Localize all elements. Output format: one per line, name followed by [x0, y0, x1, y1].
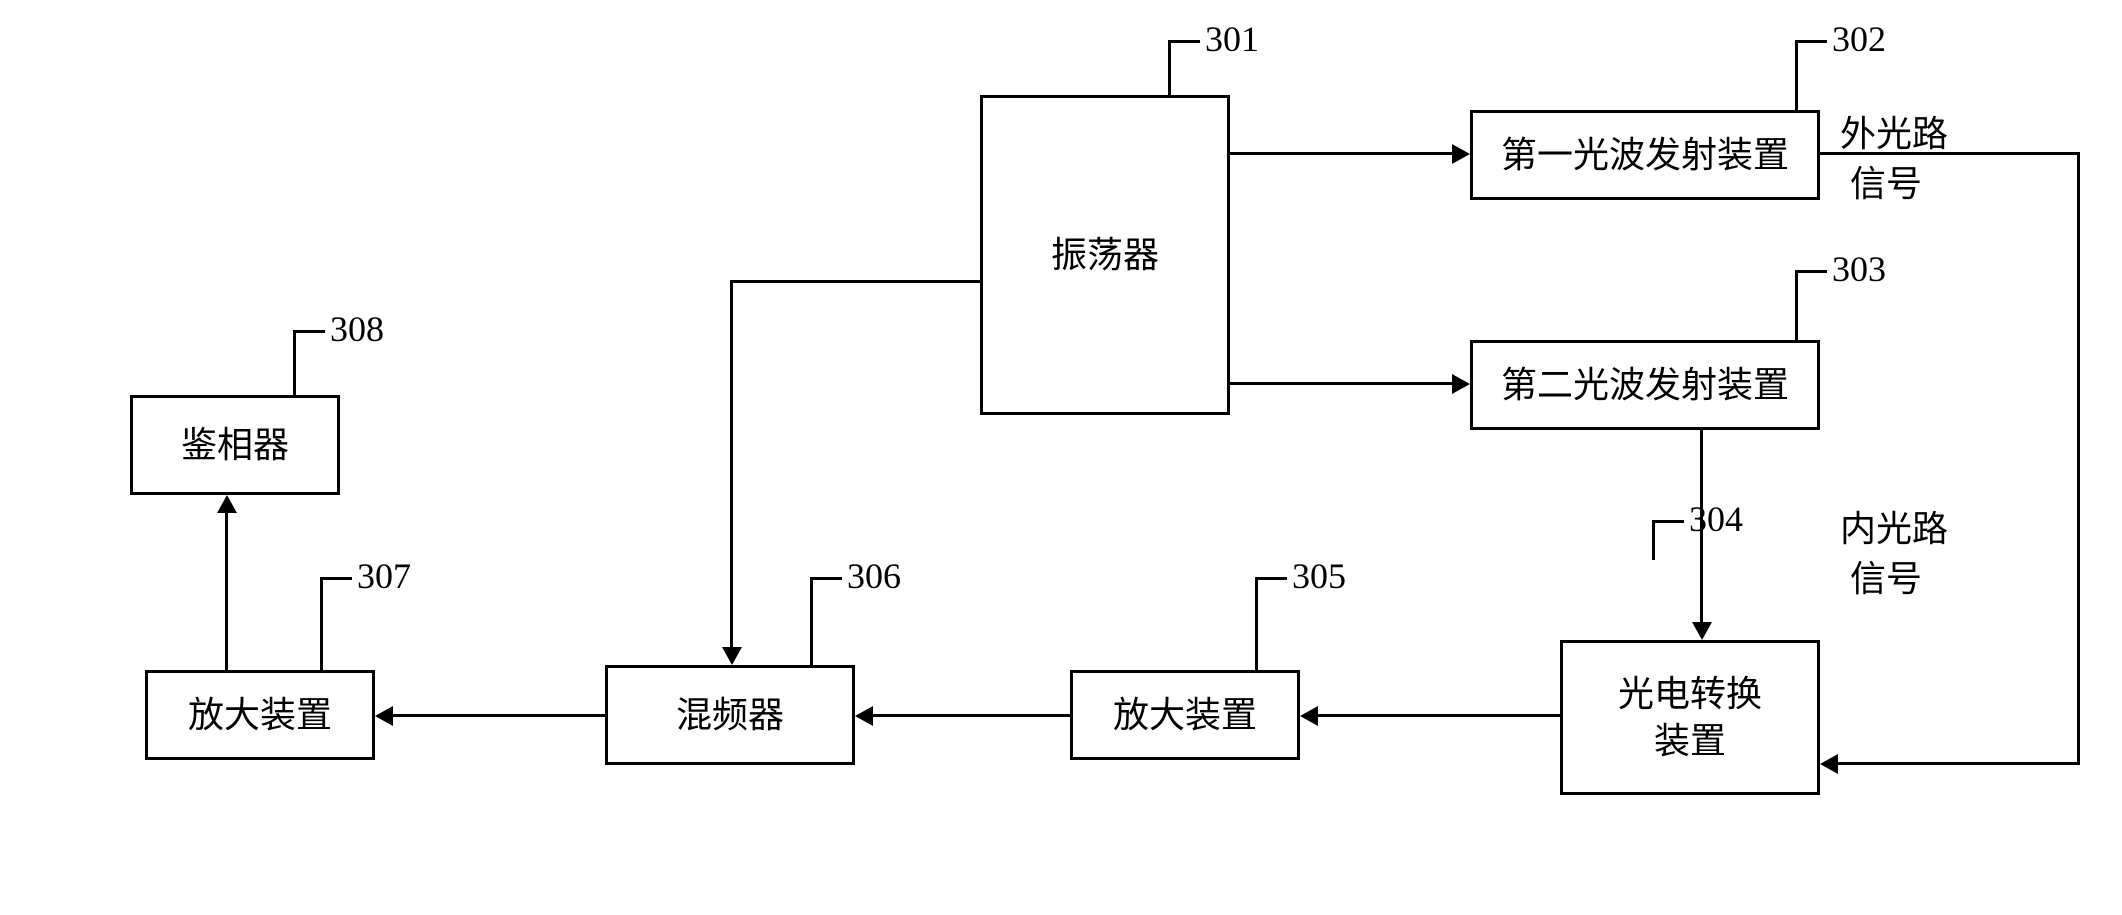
arrowhead-icon [1692, 622, 1712, 640]
node-emitter1-label: 第一光波发射装置 [1501, 132, 1789, 179]
callout-line [1652, 520, 1655, 560]
callout-308: 308 [330, 308, 384, 350]
callout-line [1652, 520, 1684, 523]
node-detector: 鉴相器 [130, 395, 340, 495]
edge-em1-opto-v [2077, 152, 2080, 765]
node-mixer: 混频器 [605, 665, 855, 765]
callout-306: 306 [847, 555, 901, 597]
callout-305: 305 [1292, 555, 1346, 597]
callout-line [1795, 270, 1827, 273]
callout-301: 301 [1205, 18, 1259, 60]
callout-line [1255, 577, 1258, 670]
edge-em1-opto-h2 [1838, 762, 2080, 765]
edge-osc-mixer-h [730, 280, 980, 283]
edge-amp1-mixer [873, 714, 1070, 717]
edge-em2-opto [1700, 430, 1703, 622]
callout-line [320, 577, 323, 670]
node-emitter2: 第二光波发射装置 [1470, 340, 1820, 430]
node-oscillator-label: 振荡器 [1051, 232, 1159, 279]
node-detector-label: 鉴相器 [181, 422, 289, 469]
edge-osc-em1 [1230, 152, 1452, 155]
arrowhead-icon [1820, 754, 1838, 774]
node-emitter1: 第一光波发射装置 [1470, 110, 1820, 200]
callout-line [320, 577, 352, 580]
arrowhead-icon [1300, 706, 1318, 726]
callout-line [293, 330, 325, 333]
label-external-signal: 外光路 [1840, 105, 1948, 157]
callout-303: 303 [1832, 248, 1886, 290]
edge-amp2-detector [225, 513, 228, 670]
callout-line [1168, 40, 1171, 95]
callout-307: 307 [357, 555, 411, 597]
node-oscillator: 振荡器 [980, 95, 1230, 415]
arrowhead-icon [217, 495, 237, 513]
node-amp2-label: 放大装置 [188, 692, 332, 739]
label-external-signal2: 信号 [1850, 155, 1922, 207]
node-mixer-label: 混频器 [676, 692, 784, 739]
node-opto: 光电转换 装置 [1560, 640, 1820, 795]
callout-line [1795, 40, 1827, 43]
diagram-canvas: 振荡器 301 第一光波发射装置 302 第二光波发射装置 303 光电转换 装… [0, 0, 2122, 915]
edge-osc-em2 [1230, 382, 1452, 385]
callout-line [810, 577, 813, 665]
node-emitter2-label: 第二光波发射装置 [1501, 362, 1789, 409]
callout-line [1795, 270, 1798, 340]
node-amp1-label: 放大装置 [1113, 692, 1257, 739]
callout-line [293, 330, 296, 395]
callout-line [1168, 40, 1200, 43]
arrowhead-icon [375, 706, 393, 726]
node-amp2: 放大装置 [145, 670, 375, 760]
arrowhead-icon [722, 647, 742, 665]
callout-302: 302 [1832, 18, 1886, 60]
arrowhead-icon [855, 706, 873, 726]
arrowhead-icon [1452, 144, 1470, 164]
label-internal-signal2: 信号 [1850, 550, 1922, 602]
edge-mixer-amp2 [393, 714, 605, 717]
edge-osc-mixer-v [730, 280, 733, 647]
label-internal-signal: 内光路 [1840, 500, 1948, 552]
edge-opto-amp1 [1318, 714, 1560, 717]
callout-line [1795, 40, 1798, 110]
callout-304: 304 [1689, 498, 1743, 540]
callout-line [1255, 577, 1287, 580]
node-opto-label: 光电转换 装置 [1618, 671, 1762, 765]
arrowhead-icon [1452, 374, 1470, 394]
callout-line [810, 577, 842, 580]
node-amp1: 放大装置 [1070, 670, 1300, 760]
